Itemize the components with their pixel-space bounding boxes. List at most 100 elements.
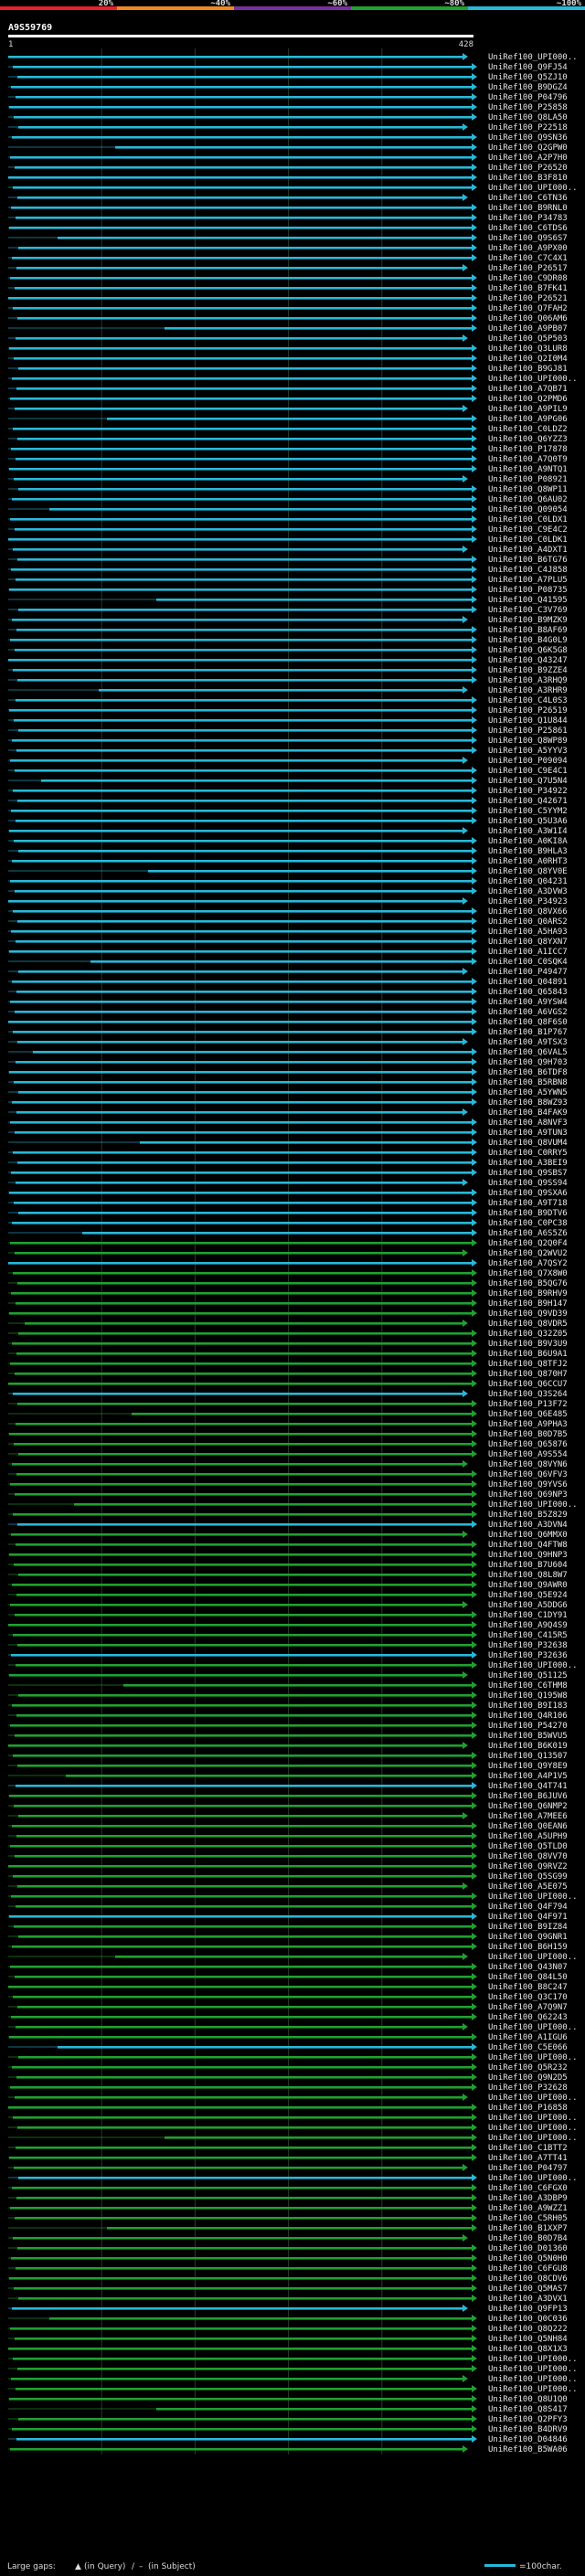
- hit-label[interactable]: UniRef100_A5DDG6: [488, 1601, 568, 1610]
- hit-label[interactable]: UniRef100_Q4F794: [488, 1903, 568, 1912]
- hit-label[interactable]: UniRef100_Q5P503: [488, 334, 568, 344]
- hit-label[interactable]: UniRef100_UPI000..: [488, 2375, 578, 2384]
- hit-label[interactable]: UniRef100_C0LDZ2: [488, 425, 568, 434]
- hit-label[interactable]: UniRef100_A1IGU6: [488, 2033, 568, 2042]
- hit-label[interactable]: UniRef100_Q5N0H0: [488, 2254, 568, 2263]
- hit-label[interactable]: UniRef100_A0RHT3: [488, 857, 568, 866]
- hit-label[interactable]: UniRef100_A9TSX3: [488, 1038, 568, 1047]
- hit-label[interactable]: UniRef100_C4J858: [488, 566, 568, 575]
- hit-label[interactable]: UniRef100_B9V3U9: [488, 1340, 568, 1349]
- hit-label[interactable]: UniRef100_UPI000..: [488, 375, 578, 384]
- hit-label[interactable]: UniRef100_Q3S264: [488, 1390, 568, 1399]
- hit-label[interactable]: UniRef100_B8WZ93: [488, 1098, 568, 1108]
- hit-label[interactable]: UniRef100_Q62243: [488, 2013, 568, 2022]
- hit-label[interactable]: UniRef100_A3RHR9: [488, 686, 568, 695]
- hit-label[interactable]: UniRef100_C0SQK4: [488, 958, 568, 967]
- hit-label[interactable]: UniRef100_A9WZZ1: [488, 2204, 568, 2213]
- hit-label[interactable]: UniRef100_A0KI8A: [488, 837, 568, 846]
- hit-label[interactable]: UniRef100_P25861: [488, 726, 568, 736]
- hit-label[interactable]: UniRef100_B8AF69: [488, 626, 568, 635]
- hit-label[interactable]: UniRef100_A9PIL9: [488, 405, 568, 414]
- hit-label[interactable]: UniRef100_C9E4C2: [488, 525, 568, 535]
- hit-label[interactable]: UniRef100_A5HA93: [488, 928, 568, 937]
- hit-label[interactable]: UniRef100_A6VGS2: [488, 1008, 568, 1017]
- hit-label[interactable]: UniRef100_Q8Q222: [488, 2325, 568, 2334]
- hit-label[interactable]: UniRef100_Q8WP11: [488, 485, 568, 494]
- hit-label[interactable]: UniRef100_P32628: [488, 2083, 568, 2093]
- hit-label[interactable]: UniRef100_Q3C170: [488, 1993, 568, 2002]
- hit-label[interactable]: UniRef100_B4FAK9: [488, 1108, 568, 1118]
- hit-label[interactable]: UniRef100_Q5MAS7: [488, 2284, 568, 2294]
- hit-label[interactable]: UniRef100_A9PHA3: [488, 1420, 568, 1429]
- hit-label[interactable]: UniRef100_C0LDK1: [488, 535, 568, 545]
- hit-label[interactable]: UniRef100_Q6CCU7: [488, 1380, 568, 1389]
- hit-label[interactable]: UniRef100_Q8YXN7: [488, 938, 568, 947]
- hit-label[interactable]: UniRef100_C5YYM2: [488, 807, 568, 816]
- hit-label[interactable]: UniRef100_A7Q9N7: [488, 2003, 568, 2012]
- hit-label[interactable]: UniRef100_Q9YVS6: [488, 1480, 568, 1489]
- hit-label[interactable]: UniRef100_A7Q0T9: [488, 455, 568, 464]
- hit-label[interactable]: UniRef100_P34783: [488, 214, 568, 223]
- hit-label[interactable]: UniRef100_P22518: [488, 123, 568, 133]
- hit-label[interactable]: UniRef100_A7PLU5: [488, 576, 568, 585]
- hit-label[interactable]: UniRef100_P54270: [488, 1722, 568, 1731]
- hit-label[interactable]: UniRef100_Q1U844: [488, 716, 568, 726]
- hit-label[interactable]: UniRef100_A5YYV3: [488, 747, 568, 756]
- hit-label[interactable]: UniRef100_B0D7B5: [488, 1430, 568, 1439]
- hit-label[interactable]: UniRef100_B9DTV6: [488, 1209, 568, 1218]
- hit-label[interactable]: UniRef100_A1ICC7: [488, 948, 568, 957]
- hit-label[interactable]: UniRef100_B6JUV6: [488, 1792, 568, 1801]
- hit-label[interactable]: UniRef100_B6TDF8: [488, 1068, 568, 1077]
- hit-label[interactable]: UniRef100_P17878: [488, 445, 568, 454]
- hit-label[interactable]: UniRef100_A3BEI9: [488, 1159, 568, 1168]
- hit-label[interactable]: UniRef100_B5QG76: [488, 1279, 568, 1288]
- hit-label[interactable]: UniRef100_C415R5: [488, 1631, 568, 1640]
- hit-label[interactable]: UniRef100_B6U9A1: [488, 1350, 568, 1359]
- hit-label[interactable]: UniRef100_Q8VX66: [488, 907, 568, 917]
- hit-label[interactable]: UniRef100_UPI000..: [488, 2385, 578, 2394]
- hit-label[interactable]: UniRef100_A9Q4S9: [488, 1621, 568, 1630]
- hit-label[interactable]: UniRef100_A4DXT1: [488, 546, 568, 555]
- hit-label[interactable]: UniRef100_Q5NH84: [488, 2335, 568, 2344]
- hit-label[interactable]: UniRef100_Q8LA50: [488, 113, 568, 122]
- hit-label[interactable]: UniRef100_B9RNL0: [488, 204, 568, 213]
- hit-label[interactable]: UniRef100_Q2PFY3: [488, 2415, 568, 2424]
- hit-label[interactable]: UniRef100_A7MEE6: [488, 1812, 568, 1821]
- hit-label[interactable]: UniRef100_A9PB07: [488, 324, 568, 334]
- hit-label[interactable]: UniRef100_UPI000..: [488, 1500, 578, 1510]
- hit-label[interactable]: UniRef100_Q8S417: [488, 2405, 568, 2414]
- hit-label[interactable]: UniRef100_P32636: [488, 1651, 568, 1660]
- hit-label[interactable]: UniRef100_D04846: [488, 2435, 568, 2444]
- hit-label[interactable]: UniRef100_B9H147: [488, 1299, 568, 1309]
- hit-label[interactable]: UniRef100_P26519: [488, 706, 568, 716]
- hit-label[interactable]: UniRef100_A3DVW3: [488, 887, 568, 896]
- hit-label[interactable]: UniRef100_Q42671: [488, 797, 568, 806]
- hit-label[interactable]: UniRef100_B9IZ84: [488, 1923, 568, 1932]
- hit-label[interactable]: UniRef100_Q7U5N4: [488, 777, 568, 786]
- hit-label[interactable]: UniRef100_Q5SG99: [488, 1872, 568, 1882]
- hit-label[interactable]: UniRef100_UPI000..: [488, 2094, 578, 2103]
- hit-label[interactable]: UniRef100_Q8VUM4: [488, 1139, 568, 1148]
- hit-label[interactable]: UniRef100_C6TN36: [488, 194, 568, 203]
- hit-label[interactable]: UniRef100_C1BTT2: [488, 2144, 568, 2153]
- hit-label[interactable]: UniRef100_C6FGX0: [488, 2184, 568, 2193]
- hit-label[interactable]: UniRef100_UPI000..: [488, 53, 578, 62]
- hit-label[interactable]: UniRef100_Q5TLD0: [488, 1842, 568, 1851]
- hit-label[interactable]: UniRef100_Q2WVU2: [488, 1249, 568, 1258]
- hit-label[interactable]: UniRef100_Q6VAL5: [488, 1048, 568, 1057]
- hit-label[interactable]: UniRef100_Q2Q0F4: [488, 1239, 568, 1248]
- hit-label[interactable]: UniRef100_Q43N07: [488, 1963, 568, 1972]
- hit-label[interactable]: UniRef100_B9DGZ4: [488, 83, 568, 92]
- hit-label[interactable]: UniRef100_P34922: [488, 787, 568, 796]
- hit-label[interactable]: UniRef100_Q2GPW0: [488, 143, 568, 153]
- hit-label[interactable]: UniRef100_Q6K5G8: [488, 646, 568, 655]
- hit-label[interactable]: UniRef100_Q7FAH2: [488, 304, 568, 313]
- hit-label[interactable]: UniRef100_P49477: [488, 968, 568, 977]
- hit-label[interactable]: UniRef100_Q2I0M4: [488, 355, 568, 364]
- hit-label[interactable]: UniRef100_P09094: [488, 757, 568, 766]
- hit-label[interactable]: UniRef100_B7FK41: [488, 284, 568, 293]
- hit-label[interactable]: UniRef100_Q9SBS7: [488, 1169, 568, 1178]
- hit-label[interactable]: UniRef100_A5UPH9: [488, 1832, 568, 1841]
- hit-label[interactable]: UniRef100_UPI000..: [488, 1953, 578, 1962]
- hit-label[interactable]: UniRef100_A9PG06: [488, 415, 568, 424]
